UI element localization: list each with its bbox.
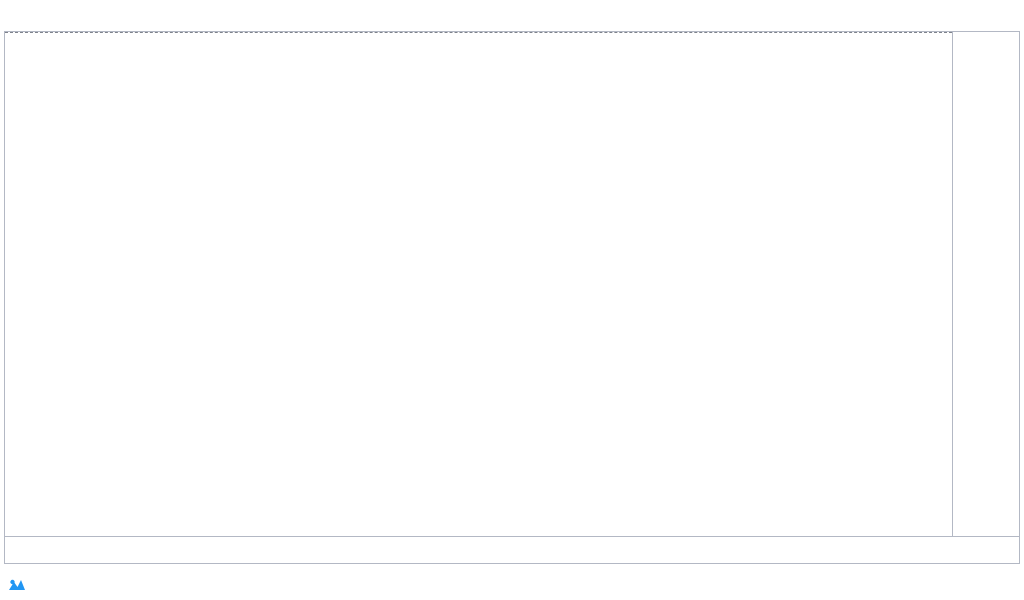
current-price-line: [5, 32, 952, 33]
price-axis[interactable]: [952, 32, 1019, 536]
tradingview-mountain-icon: [9, 579, 25, 590]
chart-plot-area[interactable]: [5, 32, 952, 536]
chart-header: [6, 2, 1016, 28]
header-quote-line: [6, 2, 1016, 15]
chart-frame[interactable]: [4, 31, 1020, 564]
time-axis[interactable]: [5, 536, 1019, 563]
chart-drawings: [5, 32, 952, 536]
